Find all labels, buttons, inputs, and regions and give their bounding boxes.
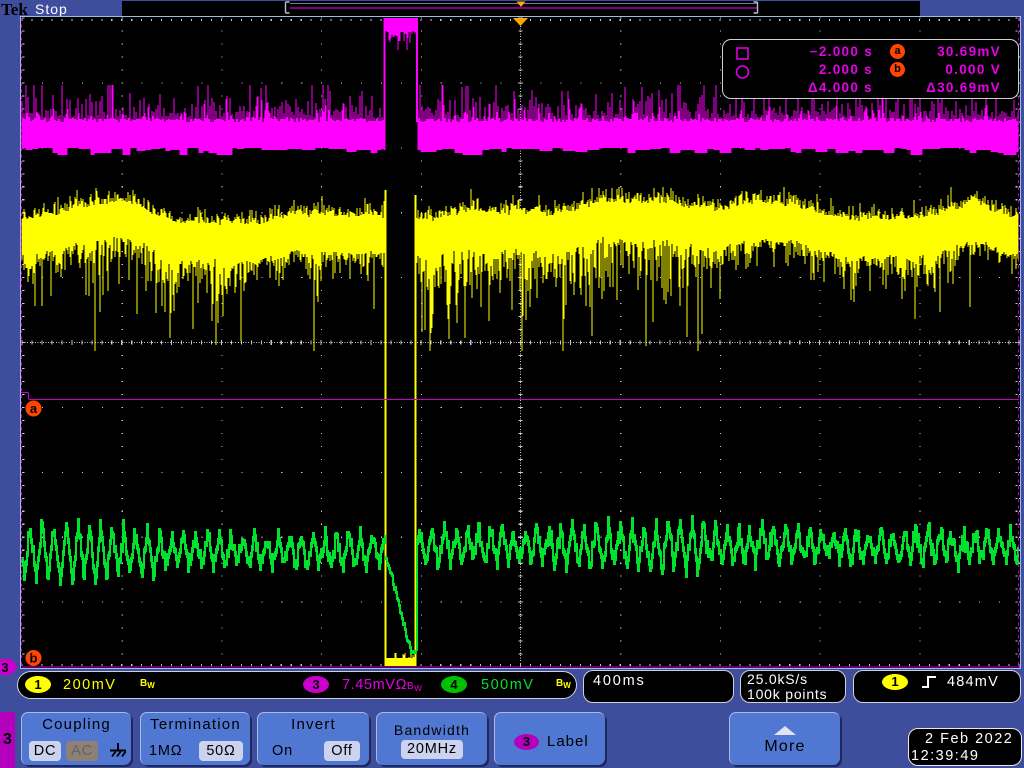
svg-text:3: 3 [1,660,8,675]
svg-text:a: a [30,401,38,416]
svg-text:b: b [30,651,38,666]
